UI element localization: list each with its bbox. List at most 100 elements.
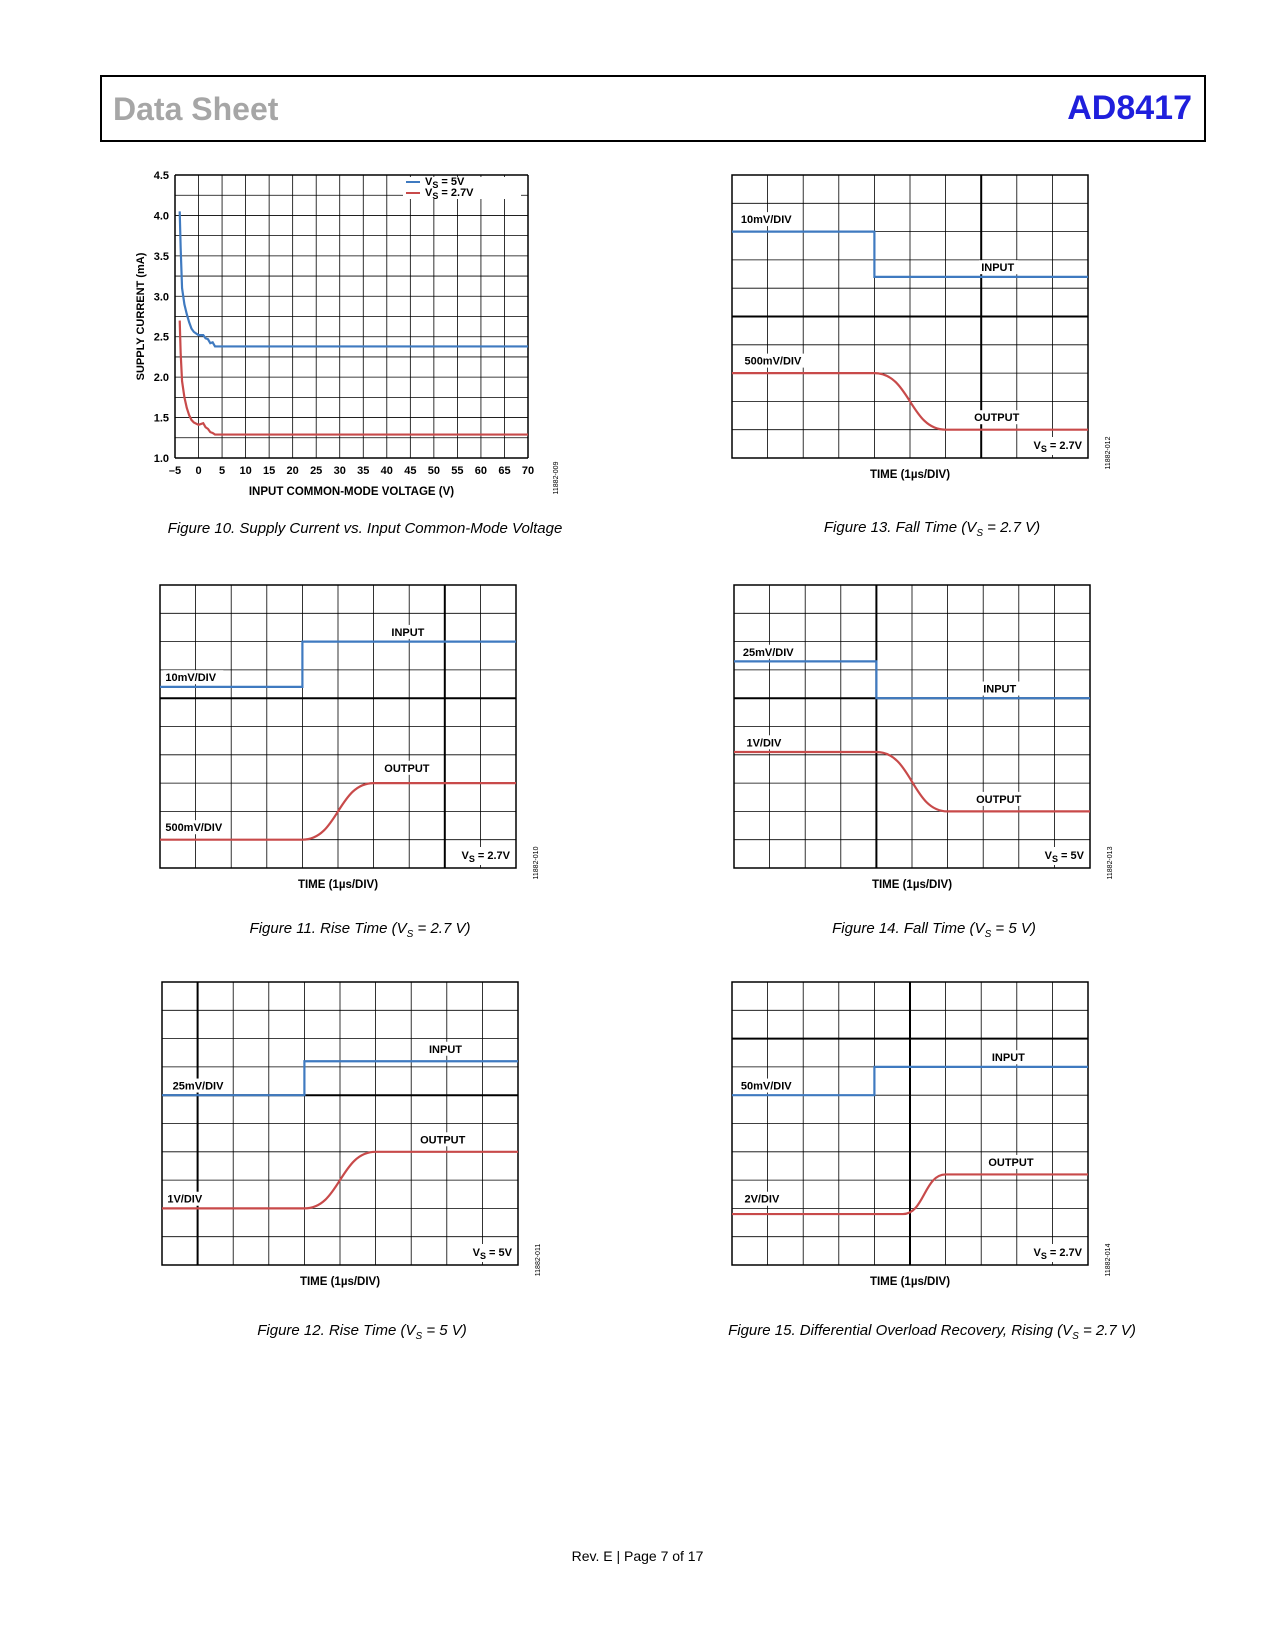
supply-voltage-label-sub: S (1052, 854, 1058, 864)
x-tick-label: 55 (451, 465, 463, 477)
figure-15-caption-main: Figure 15. Differential Overload Recover… (728, 1322, 1073, 1339)
figure-id: 11882-012 (1105, 436, 1112, 469)
input-label-bg (981, 681, 1021, 696)
output-scale-label-bg (742, 353, 810, 368)
figure-15-caption-rest: = 2.7 V) (1078, 1322, 1136, 1339)
y-tick-label: 1.0 (154, 453, 169, 465)
figure-14-caption: Figure 14. Fall Time (VS = 5 V) (734, 920, 1134, 940)
input-label-bg (989, 1050, 1029, 1065)
page-header: Data Sheet AD8417 (100, 75, 1206, 142)
output-scale-label: 500mV/DIV (165, 822, 223, 834)
x-tick-label: 5 (219, 465, 225, 477)
input-trace (732, 230, 1088, 278)
vs-label-bg (1026, 437, 1086, 455)
supply-voltage-label: VS = 2.7V (1033, 440, 1082, 454)
figure-12-caption-main: Figure 12. Rise Time (V (257, 1322, 416, 1339)
x-tick-label: 45 (404, 465, 416, 477)
figure-12-caption-rest: = 5 V) (422, 1322, 467, 1339)
output-scale-label: 2V/DIV (744, 1194, 780, 1206)
figure-15-caption: Figure 15. Differential Overload Recover… (712, 1322, 1152, 1342)
figure-id: 11882-013 (1107, 846, 1114, 879)
output-label-bg (974, 791, 1021, 806)
input-scale-label-bg (170, 1078, 231, 1093)
header-title: Data Sheet (113, 91, 279, 127)
output-scale-label: 1V/DIV (167, 1194, 203, 1206)
output-trace (162, 1150, 518, 1210)
legend-entry-rest: = 5V (438, 176, 465, 188)
y-tick-label: 1.5 (154, 413, 169, 425)
legend-entry: VS = 2.7V (425, 187, 474, 201)
x-tick-label: 40 (381, 465, 393, 477)
supply-voltage-label: VS = 2.7V (1033, 1247, 1082, 1261)
y-axis-label: SUPPLY CURRENT (mA) (135, 252, 147, 380)
figure-id: 11882-010 (533, 846, 540, 879)
output-scale-label-bg (165, 1191, 212, 1206)
supply-voltage-label-sub: S (1041, 1251, 1047, 1261)
figure-13: 10mV/DIV INPUT 500mV/DIV OUTPUT VS = 2.7V TIM… (731, 174, 1152, 505)
y-tick-label: 2.0 (154, 372, 169, 384)
figure-11-caption-sub: S (406, 929, 414, 940)
supply-voltage-label-sub: S (480, 1251, 486, 1261)
series-line-5v (178, 211, 528, 348)
y-tick-label: 3.0 (154, 291, 169, 303)
x-tick-label: 20 (287, 465, 299, 477)
input-scale-label-bg (740, 644, 801, 659)
vs-label-bg (454, 847, 514, 865)
x-tick-label: –5 (169, 465, 181, 477)
figure-12: 25mV/DIV INPUT 1V/DIV OUTPUT VS = 5V TIME (1µ… (161, 981, 582, 1312)
figure-id: 11882-009 (553, 461, 560, 494)
x-tick-label: 60 (475, 465, 487, 477)
x-tick-label: 30 (334, 465, 346, 477)
figure-13-caption-sub: S (976, 528, 983, 539)
supply-voltage-label: VS = 5V (1045, 850, 1085, 864)
supply-voltage-label-main: V (461, 850, 469, 862)
figure-id: 11882-011 (535, 1244, 542, 1277)
legend-entry-sub: S (432, 180, 438, 190)
x-tick-label: 0 (195, 465, 201, 477)
rise-time-5v-scope: 25mV/DIV INPUT 1V/DIV OUTPUT VS = 5V TIME (1µ… (161, 981, 542, 1288)
input-trace (732, 1065, 1088, 1097)
time-axis-label: TIME (1µs/DIV) (870, 1276, 950, 1288)
output-label: OUTPUT (384, 763, 430, 775)
figure-11: 10mV/DIV INPUT 500mV/DIV OUTPUT VS = 2.7V TIM… (159, 584, 580, 915)
legend-entry-rest: = 2.7V (438, 187, 474, 199)
supply-voltage-label: VS = 5V (473, 1247, 513, 1261)
x-tick-label: 25 (310, 465, 322, 477)
figure-14-caption-main: Figure 14. Fall Time (V (832, 920, 985, 937)
legend-entry-sub: S (432, 191, 438, 201)
time-axis-label: TIME (1µs/DIV) (872, 879, 952, 891)
supply-current-chart: –5 0 5 10 15 20 25 30 35 40 45 50 55 60 65 70 1.0 1.5 2.0 2… (135, 170, 560, 498)
input-trace (734, 660, 1090, 700)
vs-label-bg (1028, 847, 1088, 865)
figure-11-caption-rest: = 2.7 V) (413, 920, 471, 937)
y-tick-label: 4.0 (154, 210, 169, 222)
figure-12-caption-sub: S (415, 1331, 423, 1342)
figure-13-caption-main: Figure 13. Fall Time (V (823, 519, 977, 536)
figure-11-caption: Figure 11. Rise Time (VS = 2.7 V) (160, 920, 560, 940)
input-label-bg (979, 260, 1019, 275)
output-trace (732, 372, 1088, 431)
input-scale-label: 10mV/DIV (741, 214, 792, 226)
x-tick-label: 15 (263, 465, 275, 477)
legend-entry: VS = 5V (425, 176, 465, 190)
x-tick-label: 35 (357, 465, 369, 477)
figure-13-caption-rest: = 2.7 V) (982, 519, 1041, 536)
overload-recovery-scope: 50mV/DIV INPUT 2V/DIV OUTPUT VS = 2.7V TIME (… (731, 981, 1112, 1288)
input-scale-label-bg (738, 212, 799, 227)
output-label: OUTPUT (974, 412, 1020, 424)
rise-time-2v7-scope: 10mV/DIV INPUT 500mV/DIV OUTPUT VS = 2.7V TIM… (159, 584, 540, 891)
input-scale-label: 25mV/DIV (173, 1081, 224, 1093)
time-axis-label: TIME (1µs/DIV) (300, 1276, 380, 1288)
supply-voltage-label: VS = 2.7V (461, 850, 510, 864)
supply-voltage-label-rest: = 2.7V (1047, 440, 1083, 452)
input-label: INPUT (391, 627, 424, 639)
output-scale-label-bg (744, 735, 791, 750)
vs-label-bg (1026, 1244, 1086, 1262)
output-label: OUTPUT (420, 1134, 466, 1146)
output-scale-label: 1V/DIV (746, 737, 782, 749)
output-trace (734, 750, 1090, 813)
output-scale-label-bg (163, 820, 231, 835)
output-scale-label-bg (742, 1191, 789, 1206)
figure-10: –5 0 5 10 15 20 25 30 35 40 45 50 55 60 65 70 1.0 1.5 2.0 2… (130, 160, 590, 520)
supply-voltage-label-main: V (1045, 850, 1053, 862)
